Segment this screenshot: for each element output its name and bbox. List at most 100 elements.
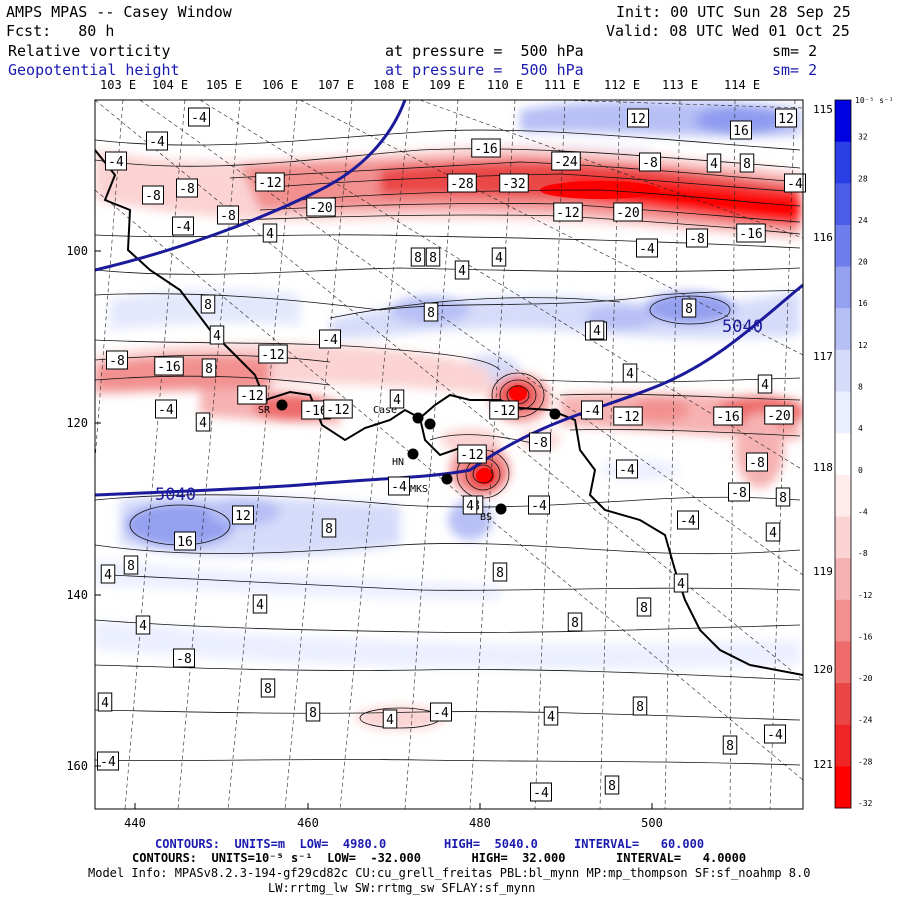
model-info-line2: LW:rrtmg_lw SW:rrtmg_sw SFLAY:sf_mynn [268, 881, 536, 895]
field1-smoothing: sm= 2 [772, 42, 818, 60]
vorticity-label: -12 [240, 389, 263, 404]
vorticity-label: -24 [554, 155, 578, 170]
vorticity-label-box [195, 412, 211, 432]
height-contours [95, 100, 803, 497]
vorticity-label-box [784, 173, 806, 193]
vorticity-label-box [319, 329, 341, 349]
colorbar-label: -16 [858, 632, 873, 641]
vorticity-label-box [553, 202, 583, 222]
vorticity-label-box [746, 452, 768, 472]
vorticity-label: -16 [739, 227, 762, 242]
vorticity-label: 8 [205, 362, 213, 377]
vorticity-label-box [636, 597, 652, 617]
vorticity-label-box [454, 260, 470, 280]
vorticity-label: -4 [108, 155, 124, 170]
vorticity-label: -20 [616, 206, 639, 221]
vorticity-label: 4 [104, 568, 112, 583]
field2-smoothing: sm= 2 [772, 61, 818, 79]
colorbar-label: -12 [858, 591, 873, 600]
axis-ticks [95, 250, 653, 809]
vorticity-label-box [389, 389, 405, 409]
vorticity-label: 4 [458, 264, 466, 279]
vorticity-label: -8 [731, 486, 747, 501]
colorbar: 10⁻⁵ s⁻¹ 32 28 24 20 16 12 8 4 0 -4 -8 -12 -16 -20 -24 -… [834, 96, 894, 809]
vorticity-label: -12 [492, 404, 515, 419]
vorticity-label-box [764, 405, 794, 425]
vorticity-label: -8 [109, 354, 125, 369]
vorticity-label-box [237, 385, 267, 405]
vorticity-label: 4 [626, 367, 634, 382]
vorticity-label-box [447, 173, 477, 193]
init-time: Init: 00 UTC Sun 28 Sep 25 [616, 3, 851, 21]
vorticity-label-box [174, 531, 196, 551]
vorticity-label: 4 [769, 526, 777, 541]
colorbar-label: 20 [858, 258, 868, 267]
colorbar-frame [834, 99, 852, 809]
vorticity-label-box [677, 510, 699, 530]
station-label-hn: HN [392, 457, 404, 468]
vorticity-label-box [528, 495, 550, 515]
vorticity-label-box [613, 202, 643, 222]
vorticity-label-box [305, 702, 321, 722]
vorticity-label-box [255, 172, 285, 192]
vorticity-label-box [728, 482, 750, 502]
top-lon-label: 113 E [662, 78, 699, 92]
top-lon-label: 106 E [262, 78, 299, 92]
left-tick-label: 160 [66, 759, 88, 773]
vorticity-label-box [736, 223, 766, 243]
vorticity-label: -32 [502, 177, 525, 192]
vorticity-label-box [258, 344, 288, 364]
top-lon-label: 109 E [429, 78, 466, 92]
vorticity-label-box [201, 358, 217, 378]
vorticity-label-box [730, 120, 752, 140]
height-label-east: 5040 [722, 317, 763, 337]
vorticity-label: 8 [414, 251, 422, 266]
colorbar-swatch [835, 474, 851, 517]
left-tick-label: 140 [66, 588, 88, 602]
colorbar-label: 12 [858, 341, 868, 350]
vorticity-label-box [739, 153, 755, 173]
vorticity-label-box [765, 522, 781, 542]
colorbar-swatch [835, 516, 851, 559]
vorticity-label: -16 [716, 410, 739, 425]
top-lon-label: 114 E [724, 78, 761, 92]
vorticity-label: -8 [145, 189, 161, 204]
vorticity-label: 4 [386, 713, 394, 728]
vorticity-label: -28 [450, 177, 473, 192]
vorticity-label-box [764, 724, 786, 744]
vorticity-label: -8 [220, 209, 236, 224]
vorticity-label: -8 [179, 182, 195, 197]
vorticity-label-box [775, 108, 797, 128]
vorticity-label: -16 [157, 360, 180, 375]
colorbar-label: -28 [858, 757, 873, 766]
colorbar-swatch [835, 308, 851, 351]
vorticity-label-box [176, 178, 198, 198]
vorticity-label-box [529, 432, 551, 452]
graticule [95, 100, 803, 809]
stations: SR Case HN MKS BS [258, 399, 561, 523]
colorbar-swatch [835, 599, 851, 642]
vorticity-label-box [97, 751, 119, 771]
plot-title: AMPS MPAS -- Casey Window [6, 3, 232, 21]
vorticity-label-box [491, 247, 507, 267]
vorticity-label-box [142, 185, 164, 205]
vorticity-label: -4 [531, 499, 547, 514]
vorticity-contours [95, 129, 801, 766]
vorticity-label-box [722, 735, 738, 755]
vorticity-label-box [567, 612, 583, 632]
vorticity-label-box [382, 709, 398, 729]
vorticity-label-box [154, 356, 184, 376]
vorticity-label: 4 [547, 710, 555, 725]
vorticity-label: 4 [256, 598, 264, 613]
station-marker [276, 399, 288, 411]
vorticity-label-box [589, 320, 605, 340]
vorticity-label-box [551, 151, 581, 171]
left-tick-label: 100 [66, 244, 88, 258]
bottom-tick-label: 480 [469, 816, 491, 830]
top-lon-label: 108 E [373, 78, 410, 92]
vorticity-label: 8 [726, 739, 734, 754]
vorticity-label-box [543, 706, 559, 726]
vorticity-label: -8 [176, 652, 192, 667]
vorticity-label: -4 [767, 728, 783, 743]
